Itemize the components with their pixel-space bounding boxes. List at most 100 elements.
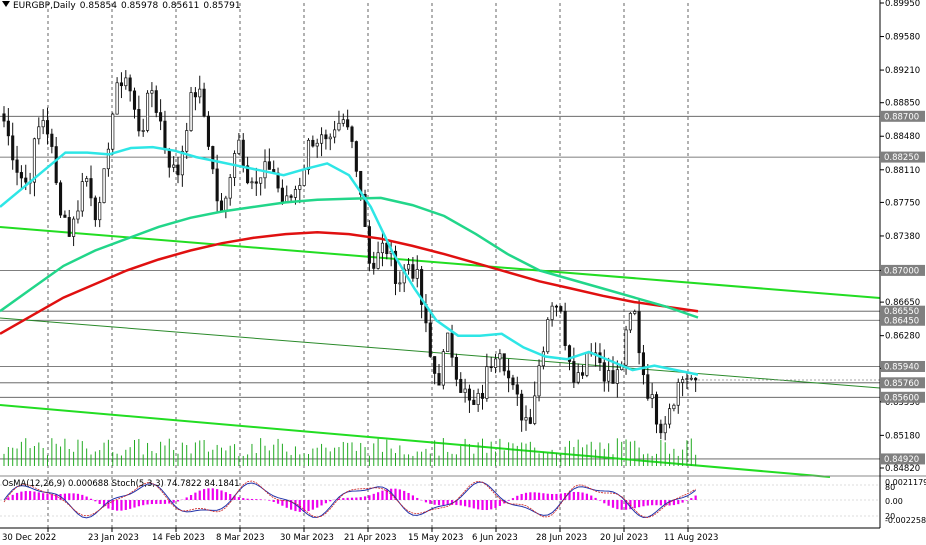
candle-body	[402, 268, 406, 284]
candle-body	[167, 149, 171, 168]
candle-body	[572, 361, 576, 383]
candle-body	[180, 150, 184, 176]
candle-body	[237, 139, 241, 154]
candle-body	[289, 195, 293, 198]
candle-body	[333, 129, 337, 138]
candle-body	[385, 242, 389, 255]
candle-body	[676, 382, 680, 406]
time-tick-label: 23 Jan 2023	[88, 533, 139, 543]
candle-body	[537, 365, 541, 397]
level-label-box	[881, 314, 925, 326]
subwindow-axis-label: 0.0021179	[885, 478, 926, 487]
level-label: 0.88250	[884, 153, 919, 163]
candle-body	[263, 161, 267, 179]
candle-body	[298, 185, 302, 190]
candle-body	[367, 226, 371, 264]
candle-body	[507, 370, 511, 379]
candle-body	[132, 90, 137, 110]
candle-body	[637, 311, 641, 354]
candle-body	[146, 92, 150, 131]
dropdown-arrow-icon[interactable]	[2, 1, 10, 7]
open-value: 0.85854	[79, 1, 117, 11]
candle-body	[98, 202, 102, 221]
candle-body	[476, 392, 480, 405]
candle-body	[459, 378, 463, 393]
candle-body	[541, 351, 545, 367]
candle-body	[580, 372, 585, 376]
candle-body	[228, 177, 232, 199]
candles	[2, 70, 698, 441]
candle-body	[306, 139, 311, 171]
level-label: 0.85940	[884, 362, 919, 372]
candle-body	[315, 142, 319, 147]
price-tick-label: 0.84820	[885, 464, 920, 474]
time-tick-label: 20 Jul 2023	[600, 533, 648, 543]
candle-body	[515, 384, 519, 395]
candle-body	[259, 177, 263, 184]
candle-body	[546, 319, 550, 353]
high-value: 0.85978	[120, 1, 159, 11]
price-tick-label: 0.85180	[885, 431, 920, 441]
level-label: 0.85600	[884, 393, 919, 403]
price-tick-label: 0.86650	[885, 298, 920, 308]
candle-body	[337, 122, 341, 131]
candle-body	[141, 130, 145, 132]
candle-body	[267, 161, 271, 170]
candle-body	[689, 377, 693, 380]
candle-body	[646, 374, 650, 399]
candle-body	[350, 126, 354, 142]
candle-body	[63, 214, 67, 218]
candle-body	[533, 395, 537, 424]
time-tick-label: 6 Jun 2023	[472, 533, 518, 543]
price-tick-label: 0.88850	[885, 99, 920, 109]
level-label-box	[881, 305, 925, 317]
candle-body	[585, 352, 589, 376]
candle-body	[106, 148, 110, 170]
candle-body	[346, 119, 350, 128]
candle-body	[15, 159, 19, 173]
candle-body	[124, 77, 128, 87]
price-tick-label: 0.89210	[885, 66, 920, 76]
candle-body	[11, 135, 15, 161]
candle-body	[615, 369, 619, 384]
candle-body	[393, 250, 398, 284]
candle-body	[398, 282, 402, 285]
upper-trendline	[0, 226, 881, 299]
candle-body	[54, 146, 58, 184]
candle-body	[202, 88, 206, 117]
candle-body	[559, 306, 563, 312]
candle-body	[624, 329, 628, 366]
candle-body	[37, 126, 41, 140]
candle-body	[24, 177, 28, 183]
candle-body	[189, 92, 193, 131]
candle-body	[494, 358, 498, 368]
candle-body	[633, 311, 637, 314]
candle-body	[446, 332, 450, 353]
time-tick-label: 14 Feb 2023	[152, 533, 205, 543]
chart-header: EURGBP,Daily 0.85854 0.85978 0.85611 0.85791	[2, 1, 245, 11]
candle-body	[511, 377, 515, 386]
low-value: 0.85611	[162, 1, 200, 11]
price-tick-label: 0.88480	[885, 132, 920, 142]
candle-body	[681, 379, 685, 383]
candle-body	[198, 88, 202, 98]
candle-body	[45, 120, 50, 135]
candle-body	[137, 109, 141, 132]
oscillator-window	[0, 475, 926, 519]
candle-body	[685, 378, 689, 380]
candle-body	[72, 218, 76, 237]
candle-body	[663, 423, 667, 434]
candle-body	[115, 82, 119, 115]
close-value: 0.85791	[203, 1, 241, 11]
candle-body	[76, 210, 80, 220]
candle-body	[659, 423, 663, 434]
time-tick-label: 15 May 2023	[408, 533, 463, 543]
subwindow-axis-label: 20	[885, 512, 895, 521]
candle-body	[58, 182, 63, 216]
candle-body	[376, 252, 380, 269]
osma-label: OsMA(12,26,9) 0.000688	[2, 479, 109, 489]
candle-body	[241, 139, 245, 167]
candle-body	[128, 77, 132, 92]
